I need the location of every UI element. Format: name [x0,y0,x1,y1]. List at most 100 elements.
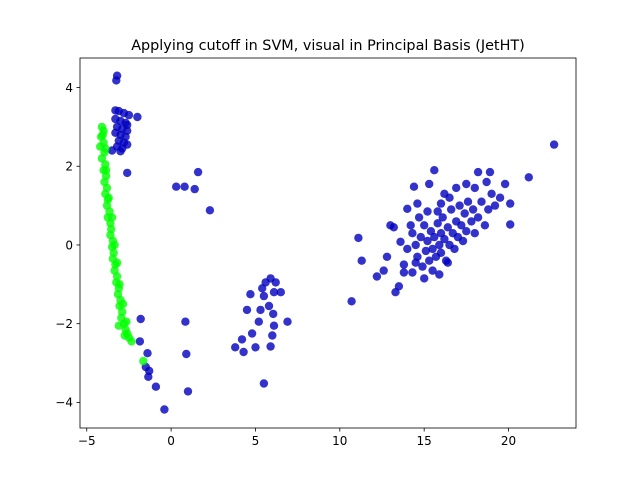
point-s1-39 [139,356,148,366]
point-s0-28 [193,167,203,177]
x-tick-label-5: 20 [501,434,516,448]
point-s0-54 [264,301,274,311]
point-s1-43 [104,193,113,202]
point-s0-41 [231,343,240,352]
point-s1-45 [110,240,119,250]
point-s0-146 [399,260,409,269]
point-s0-78 [409,182,419,191]
point-s0-58 [269,309,278,319]
point-s0-133 [467,217,476,226]
point-s0-80 [413,199,422,208]
point-s0-124 [450,244,459,254]
point-s0-135 [470,229,479,238]
point-s0-5 [124,110,134,120]
point-s0-88 [470,183,479,193]
point-s0-52 [259,291,269,301]
point-s0-122 [447,205,456,214]
point-s0-75 [399,268,409,277]
point-s0-73 [394,282,404,291]
point-s0-47 [251,343,260,352]
point-s0-141 [428,266,437,275]
point-s0-120 [443,223,452,232]
point-s1-42 [101,166,111,175]
point-s1-38 [127,337,136,346]
x-tick-label-0: −5 [78,434,96,448]
point-s1-50 [120,331,129,340]
point-s0-148 [436,199,446,208]
point-s0-22 [107,146,117,155]
point-s1-40 [98,130,108,139]
chart-title: Applying cutoff in SVM, visual in Princi… [131,38,525,54]
point-s0-1 [112,76,121,85]
point-s0-87 [462,179,471,189]
point-s0-32 [143,349,152,358]
point-s0-65 [354,233,363,243]
point-s0-46 [247,329,257,338]
point-s0-92 [500,179,510,189]
point-s0-26 [180,182,189,191]
point-s0-86 [452,183,461,193]
point-s0-64 [347,297,356,306]
point-s0-117 [438,213,447,222]
point-s0-114 [435,240,444,250]
point-s0-127 [455,201,464,210]
point-s1-51 [114,321,124,330]
point-s0-140 [487,189,496,198]
point-s0-134 [468,205,478,214]
point-s0-96 [506,220,515,229]
y-tick-label-0: −4 [55,396,73,410]
point-s0-115 [436,248,446,257]
point-s0-77 [406,221,415,230]
point-s0-60 [269,288,279,297]
point-s0-40 [183,387,193,396]
point-s0-31 [135,337,145,346]
axes-layer: −5 0 5 10 15 20 −4 −2 0 2 4 [55,57,577,448]
point-s0-29 [205,206,215,215]
point-s0-37 [160,405,169,414]
point-s0-99 [403,244,412,254]
point-s0-147 [423,207,432,216]
point-s0-85 [445,193,454,202]
points-layer [96,71,559,414]
point-s0-55 [266,342,275,351]
point-s0-6 [133,112,142,122]
point-s0-63 [283,317,292,326]
point-s0-82 [430,166,439,175]
point-s0-36 [151,382,161,391]
plot-frame [79,57,577,429]
point-s0-42 [237,335,247,344]
point-s0-111 [430,232,439,242]
point-s0-144 [443,258,452,267]
x-tick-label-3: 10 [332,434,347,448]
point-s0-118 [440,234,449,244]
point-s0-128 [457,221,466,230]
point-s0-67 [372,272,382,281]
point-s0-145 [408,268,417,277]
point-s0-100 [408,229,417,238]
point-s0-93 [490,201,500,210]
point-s0-103 [416,232,425,242]
point-s0-30 [136,314,145,324]
point-s1-46 [112,258,122,267]
point-s0-110 [428,244,437,254]
point-s0-24 [123,168,132,178]
point-s1-48 [118,299,128,309]
point-s0-68 [379,266,388,275]
point-s0-74 [396,237,405,246]
point-s0-102 [413,252,422,261]
point-s1-41 [101,144,110,153]
point-s0-129 [458,236,468,246]
point-s1-44 [107,213,117,222]
y-tick-label-3: 2 [65,160,73,174]
point-s0-143 [435,270,444,279]
point-s0-113 [433,219,442,228]
point-s0-62 [276,288,285,297]
point-s0-139 [484,205,493,214]
point-s0-105 [420,221,429,230]
point-s0-149 [414,213,424,222]
point-s1-49 [122,317,131,326]
point-s0-38 [181,317,190,326]
point-s0-48 [254,317,263,326]
point-s0-131 [462,227,471,236]
